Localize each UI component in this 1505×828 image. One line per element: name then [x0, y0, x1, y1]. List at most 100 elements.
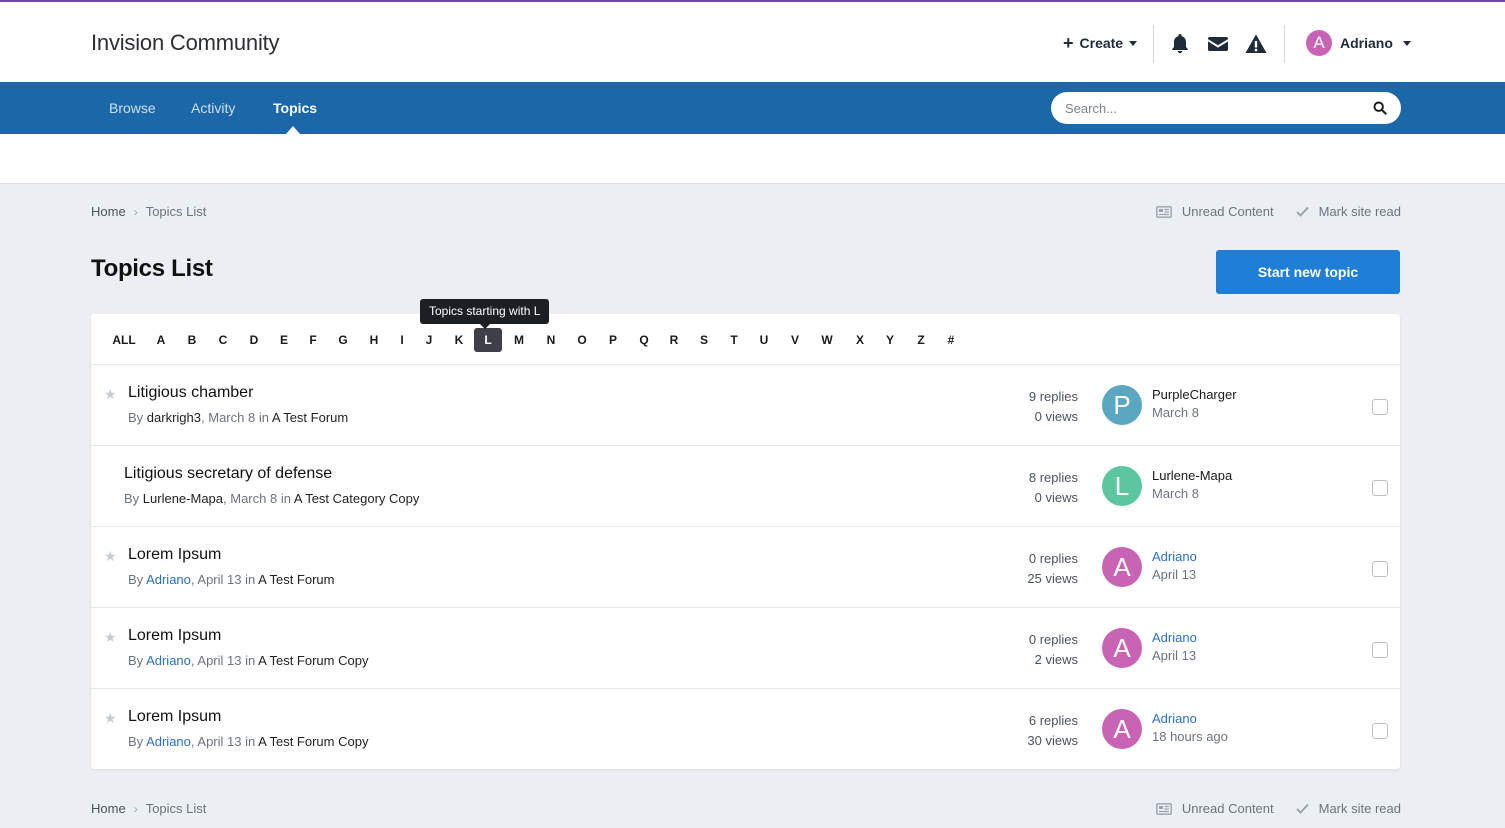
secondary-nav-bar [0, 134, 1505, 184]
nav-item-activity[interactable]: Activity [191, 100, 236, 116]
letter-filter-r[interactable]: R [669, 333, 679, 347]
topic-meta: By darkrigh3, March 8 in A Test Forum [128, 410, 349, 425]
topic-title[interactable]: Lorem Ipsum [128, 546, 222, 563]
topic-forum[interactable]: A Test Forum [258, 572, 335, 587]
topic-author[interactable]: Adriano [146, 653, 191, 668]
letter-filter-d[interactable]: D [249, 333, 259, 347]
letter-filter-m[interactable]: M [514, 333, 524, 347]
letter-filter-j[interactable]: J [425, 333, 433, 347]
breadcrumb: Home › Topics List [91, 204, 206, 219]
in-label: in [280, 491, 291, 506]
topic-forum[interactable]: A Test Forum Copy [258, 734, 369, 749]
topic-title[interactable]: Lorem Ipsum [128, 708, 222, 725]
letter-filter-q[interactable]: Q [639, 333, 649, 347]
reply-count: 6 replies [1028, 713, 1078, 728]
last-poster-name[interactable]: Adriano [1152, 549, 1197, 564]
last-poster-name[interactable]: Adriano [1152, 630, 1197, 645]
topic-meta: By Lurlene-Mapa, March 8 in A Test Categ… [124, 491, 420, 506]
letter-filter-o[interactable]: O [577, 333, 587, 347]
letter-filter-k[interactable]: K [454, 333, 464, 347]
letter-filter-i[interactable]: I [400, 333, 404, 347]
reply-count: 8 replies [1028, 470, 1078, 485]
topic-author[interactable]: Lurlene-Mapa [142, 491, 224, 506]
topic-author[interactable]: Adriano [146, 572, 191, 587]
topic-title[interactable]: Litigious secretary of defense [124, 465, 333, 482]
letter-filter-u[interactable]: U [759, 333, 769, 347]
search-input[interactable] [1065, 92, 1355, 124]
letter-filter-bar: ALL A B C D E F G H I J K L M N O P Q R S T U V W X Y Z # [91, 314, 1400, 365]
topic-meta: By Adriano, April 13 in A Test Forum Cop… [128, 653, 369, 668]
breadcrumb-home[interactable]: Home [91, 204, 126, 219]
topic-forum[interactable]: A Test Category Copy [293, 491, 420, 506]
letter-filter-x[interactable]: X [855, 333, 864, 347]
topic-row: ★ Lorem Ipsum By Adriano, April 13 in A Te… [91, 608, 1400, 689]
topic-date: March 8 [208, 410, 256, 425]
star-icon: ★ [104, 710, 117, 726]
by-label: By [128, 734, 144, 749]
letter-filter-s[interactable]: S [699, 333, 708, 347]
last-poster-avatar[interactable]: L [1102, 466, 1142, 506]
topic-date: April 13 [197, 734, 242, 749]
letter-filter-z[interactable]: Z [917, 333, 925, 347]
letter-filter-v[interactable]: V [790, 333, 799, 347]
letter-filter-y[interactable]: Y [885, 333, 894, 347]
topic-title[interactable]: Litigious chamber [128, 384, 254, 401]
topic-select-checkbox[interactable] [1372, 480, 1388, 496]
start-new-topic-button[interactable]: Start new topic [1216, 250, 1400, 294]
chevron-right-icon: › [133, 204, 138, 219]
last-poster-name[interactable]: Lurlene-Mapa [1152, 468, 1233, 483]
topic-title[interactable]: Lorem Ipsum [128, 627, 222, 644]
letter-filter-f[interactable]: F [309, 333, 317, 347]
letter-filter-w[interactable]: W [821, 333, 833, 347]
unread-content-link[interactable]: Unread Content [1155, 801, 1274, 816]
envelope-icon[interactable] [1206, 32, 1230, 56]
letter-filter-g[interactable]: G [338, 333, 348, 347]
mark-site-read-link[interactable]: Mark site read [1295, 801, 1401, 816]
create-menu-button[interactable]: + Create [1063, 34, 1138, 52]
view-count: 0 views [1034, 490, 1078, 505]
last-poster-avatar[interactable]: A [1102, 547, 1142, 587]
topic-forum[interactable]: A Test Forum Copy [258, 653, 369, 668]
last-post-info: Adriano April 13 [1152, 629, 1197, 665]
site-brand[interactable]: Invision Community [91, 30, 280, 55]
in-label: in [245, 572, 256, 587]
letter-filter-hash[interactable]: # [947, 333, 955, 347]
last-poster-avatar[interactable]: A [1102, 709, 1142, 749]
letter-filter-b[interactable]: B [187, 333, 197, 347]
letter-filter-c[interactable]: C [218, 333, 228, 347]
last-poster-name[interactable]: Adriano [1152, 711, 1197, 726]
unread-content-label: Unread Content [1181, 204, 1274, 219]
unread-content-link[interactable]: Unread Content [1155, 204, 1274, 219]
letter-filter-all[interactable]: ALL [112, 333, 136, 347]
letter-filter-e[interactable]: E [279, 333, 288, 347]
last-poster-avatar[interactable]: A [1102, 628, 1142, 668]
letter-filter-p[interactable]: P [608, 333, 617, 347]
warning-icon[interactable] [1244, 32, 1268, 56]
user-menu[interactable]: A Adriano [1306, 30, 1411, 56]
view-count: 25 views [1027, 571, 1078, 586]
header-divider [1284, 25, 1285, 63]
breadcrumb-home[interactable]: Home [91, 801, 126, 816]
breadcrumb-current: Topics List [145, 204, 207, 219]
topic-author[interactable]: darkrigh3 [146, 410, 201, 425]
letter-filter-n[interactable]: N [546, 333, 556, 347]
nav-item-topics[interactable]: Topics [273, 100, 318, 116]
topic-select-checkbox[interactable] [1372, 642, 1388, 658]
search-icon[interactable] [1373, 101, 1387, 115]
topic-author[interactable]: Adriano [146, 734, 191, 749]
site-actions: Unread Content Mark site read [1155, 204, 1401, 219]
letter-filter-l[interactable]: L [474, 328, 502, 352]
topic-select-checkbox[interactable] [1372, 399, 1388, 415]
bell-icon[interactable] [1168, 32, 1192, 56]
letter-filter-a[interactable]: A [156, 333, 166, 347]
topic-forum[interactable]: A Test Forum [271, 410, 349, 425]
topic-stats: 6 replies 30 views [1027, 711, 1078, 751]
topic-select-checkbox[interactable] [1372, 561, 1388, 577]
last-poster-avatar[interactable]: P [1102, 385, 1142, 425]
letter-filter-h[interactable]: H [369, 333, 379, 347]
topic-select-checkbox[interactable] [1372, 723, 1388, 739]
mark-site-read-link[interactable]: Mark site read [1295, 204, 1401, 219]
last-poster-name[interactable]: PurpleCharger [1152, 387, 1237, 402]
letter-filter-t[interactable]: T [730, 333, 738, 347]
nav-item-browse[interactable]: Browse [109, 100, 156, 116]
